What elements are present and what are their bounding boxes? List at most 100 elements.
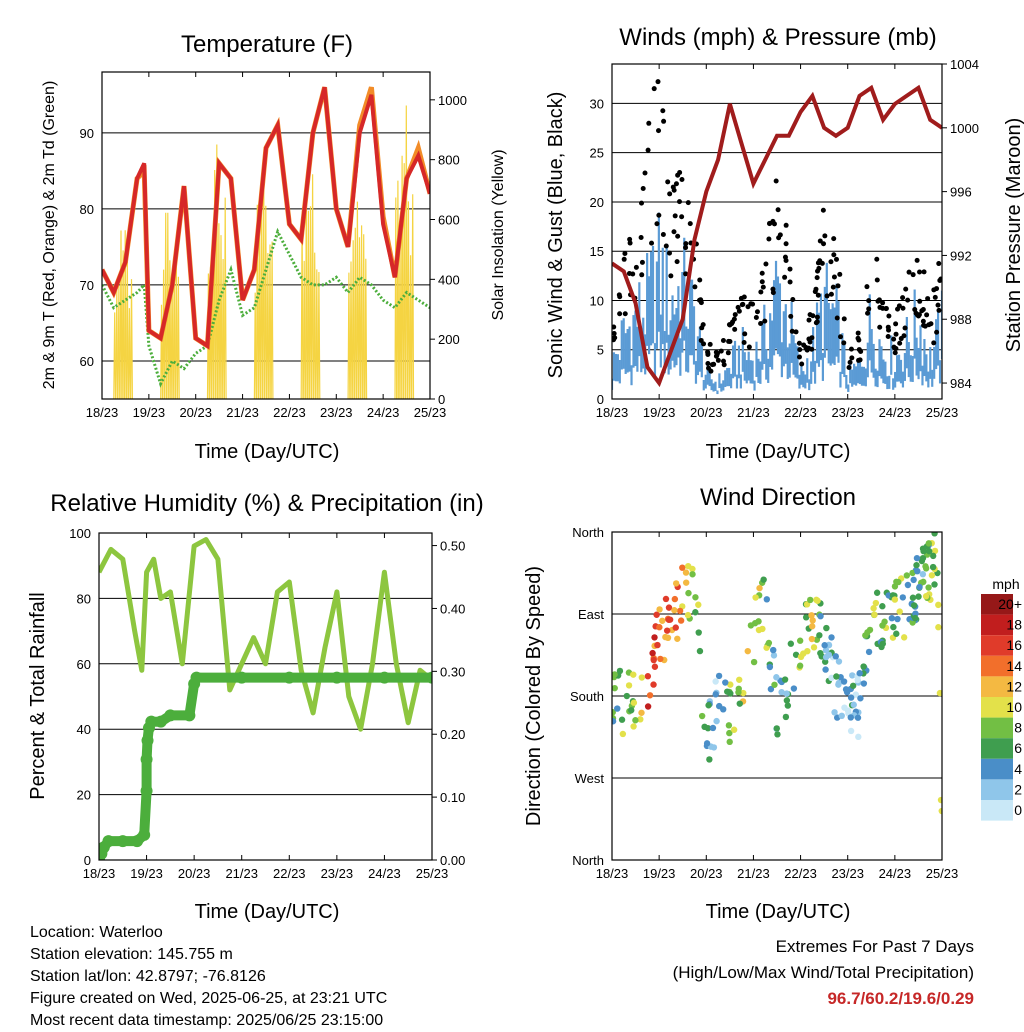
solar-insolation-line bbox=[119, 230, 123, 399]
wind-direction-point bbox=[910, 576, 917, 584]
winds-xlabel: Time (Day/UTC) bbox=[706, 441, 851, 463]
dir-xtick-label: 20/23 bbox=[690, 866, 723, 881]
solar-insolation-line bbox=[176, 276, 180, 399]
wind-gust-point bbox=[886, 327, 892, 333]
wind-direction-point bbox=[614, 705, 621, 712]
legend-label: 8 bbox=[1014, 720, 1022, 736]
wind-direction-point bbox=[706, 756, 713, 763]
solar-insolation-line bbox=[402, 163, 406, 399]
legend-swatch bbox=[981, 635, 1013, 656]
wind-direction-title: Wind Direction bbox=[700, 484, 856, 511]
wind-gust-point bbox=[833, 256, 839, 262]
humidity-title: Relative Humidity (%) & Precipitation (i… bbox=[50, 490, 483, 517]
wind-direction-point bbox=[915, 593, 922, 600]
wind-gust-point bbox=[880, 300, 886, 306]
wind-direction-point bbox=[893, 578, 900, 585]
dir-xtick-label: 19/23 bbox=[643, 866, 676, 881]
wind-direction-point bbox=[823, 624, 830, 632]
wind-direction-point bbox=[651, 663, 659, 670]
wind-direction-point bbox=[847, 727, 855, 735]
wind-direction-point bbox=[773, 674, 780, 681]
wind-gust-point bbox=[858, 349, 864, 355]
solar-insolation-line bbox=[349, 261, 353, 399]
wind-direction-point bbox=[900, 634, 908, 641]
wind-gust-point bbox=[706, 365, 712, 371]
wind-gust-point bbox=[924, 312, 930, 318]
solar-insolation-line bbox=[215, 144, 219, 399]
wind-ytick-label: 10 bbox=[590, 293, 604, 308]
wind-direction-point bbox=[715, 672, 723, 680]
temp-xtick-label: 21/23 bbox=[226, 405, 259, 420]
wind-ytick-label: 5 bbox=[597, 343, 604, 358]
solar-insolation-line bbox=[317, 271, 321, 399]
wind-gust-point bbox=[715, 357, 721, 363]
humidity-xlabel: Time (Day/UTC) bbox=[195, 901, 340, 923]
solar-insolation-line bbox=[313, 252, 317, 399]
wind-direction-point bbox=[616, 667, 624, 675]
wind-gust-point bbox=[612, 324, 617, 330]
solar-insolation-line bbox=[130, 279, 133, 399]
wind-direction-point bbox=[922, 593, 930, 600]
precip-point bbox=[190, 671, 203, 684]
wind-direction-point bbox=[689, 565, 696, 573]
dir-ytick-label: West bbox=[575, 771, 605, 786]
solar-insolation-line bbox=[164, 212, 168, 399]
wind-direction-point bbox=[782, 713, 790, 721]
wind-gust-point bbox=[663, 243, 669, 249]
wind-gust-point bbox=[753, 314, 759, 320]
wind-gust-point bbox=[815, 260, 821, 266]
rh-ytick-label: 100 bbox=[69, 526, 91, 541]
wind-xtick-label: 19/23 bbox=[643, 405, 676, 420]
wind-direction-point bbox=[871, 611, 878, 618]
wind-gust-point bbox=[692, 284, 698, 290]
wind-direction-point bbox=[685, 589, 692, 597]
wind-gust-point bbox=[912, 307, 918, 313]
wind-direction-point bbox=[712, 691, 719, 698]
temp-ytick-label: 60 bbox=[80, 354, 94, 369]
wind-gust-point bbox=[796, 340, 802, 346]
legend-swatch bbox=[981, 614, 1013, 636]
wind-direction-point bbox=[751, 620, 759, 627]
temperature-panel: Temperature (F) 60 70 80 90 0 200 400 600 800 100… bbox=[41, 31, 507, 463]
dewpoint-line bbox=[102, 227, 430, 388]
wind-direction-point bbox=[653, 611, 660, 618]
wind-ytick-right-label: 1004 bbox=[950, 57, 979, 72]
wind-direction-point bbox=[730, 726, 738, 733]
wind-direction-point bbox=[919, 571, 927, 578]
dir-ytick-label: East bbox=[578, 607, 604, 622]
wind-gust-point bbox=[815, 292, 821, 298]
legend-swatch bbox=[981, 655, 1013, 677]
precip-point bbox=[154, 715, 167, 728]
wind-gust-point bbox=[720, 358, 726, 364]
wind-direction-point bbox=[740, 689, 747, 697]
legend-title: mph bbox=[992, 576, 1019, 592]
temp-ytick-label: 90 bbox=[80, 126, 94, 141]
wind-direction-point bbox=[663, 627, 671, 634]
wind-gust-point bbox=[828, 259, 834, 265]
extremes-values: 96.7/60.2/19.6/0.29 bbox=[827, 989, 974, 1008]
temp-ytick-right-label: 800 bbox=[438, 153, 460, 168]
wind-gust-point bbox=[718, 348, 724, 354]
solar-insolation-line bbox=[404, 105, 408, 399]
solar-insolation-line bbox=[168, 260, 172, 399]
wind-direction-point bbox=[838, 712, 845, 720]
wind-direction-point bbox=[925, 584, 932, 591]
solar-insolation-line bbox=[302, 260, 306, 399]
wind-direction-point bbox=[840, 678, 848, 685]
wind-gust-point bbox=[935, 302, 941, 308]
wind-gust-point bbox=[934, 286, 940, 292]
wind-gust-point bbox=[665, 179, 671, 185]
wind-gust-point bbox=[831, 252, 837, 258]
legend-swatch bbox=[981, 594, 1013, 615]
wind-direction-point bbox=[767, 685, 775, 693]
wind-direction-point bbox=[920, 548, 927, 555]
wind-direction-point bbox=[919, 554, 927, 562]
speed-legend: mph 20+ 18 16 14 12 10 8 6 4 2 0 bbox=[981, 576, 1022, 821]
wind-gust-point bbox=[674, 259, 680, 265]
wind-direction-point bbox=[847, 694, 855, 701]
wind-gust-point bbox=[932, 294, 938, 300]
wind-direction-point bbox=[849, 682, 857, 689]
wind-direction-point bbox=[904, 581, 912, 589]
wind-frame bbox=[611, 63, 943, 400]
wind-gust-point bbox=[705, 360, 711, 366]
